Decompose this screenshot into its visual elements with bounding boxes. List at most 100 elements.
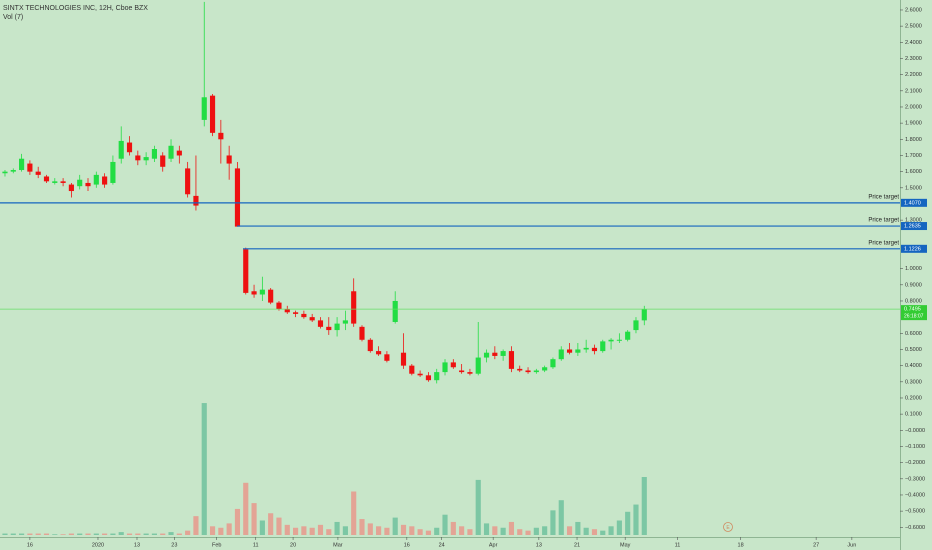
x-tick-label: 21 bbox=[574, 542, 580, 548]
candle-body bbox=[367, 339, 373, 352]
volume-bar bbox=[600, 530, 606, 535]
candle-body bbox=[93, 174, 99, 185]
candle-body bbox=[292, 312, 299, 314]
y-tick-label: 1.7000 bbox=[905, 153, 922, 159]
volume-bar bbox=[442, 514, 448, 535]
volume-bar bbox=[85, 533, 91, 535]
candle-body bbox=[2, 171, 8, 174]
volume-bar bbox=[550, 510, 556, 535]
y-tick-label: 0.2000 bbox=[905, 395, 922, 401]
price-target-value: 1.2635 bbox=[904, 223, 921, 229]
x-tick-label: Mar bbox=[333, 542, 343, 548]
volume-bar bbox=[334, 521, 340, 535]
y-tick-label: 2.3000 bbox=[905, 56, 922, 62]
volume-bar bbox=[292, 527, 299, 535]
candle-body bbox=[600, 341, 606, 352]
volume-bar bbox=[467, 529, 473, 535]
candle-body bbox=[176, 150, 182, 156]
volume-bar bbox=[508, 521, 515, 535]
y-tick-label: 0.3000 bbox=[905, 379, 922, 385]
candle-body bbox=[342, 320, 348, 324]
candle-body bbox=[566, 349, 573, 353]
y-tick-label: 1.8000 bbox=[905, 137, 922, 143]
candle-body bbox=[608, 339, 614, 342]
candle-body bbox=[151, 149, 158, 159]
candle-body bbox=[251, 291, 257, 295]
y-tick-label: 1.3000 bbox=[905, 218, 922, 224]
countdown: 26:18:07 bbox=[904, 313, 924, 319]
volume-bar bbox=[517, 529, 523, 535]
y-tick-label: 0.1000 bbox=[905, 412, 922, 418]
candle-body bbox=[542, 367, 548, 371]
candle-body bbox=[533, 370, 539, 373]
volume-bar bbox=[284, 524, 290, 535]
volume-bar bbox=[583, 527, 589, 535]
y-tick-label: −0.3000 bbox=[905, 476, 925, 482]
volume-bar bbox=[384, 527, 390, 535]
volume-bar bbox=[268, 513, 274, 535]
candle-body bbox=[135, 155, 141, 161]
volume-bar bbox=[193, 516, 199, 535]
y-tick-label: −0.0000 bbox=[905, 428, 925, 434]
candle-body bbox=[185, 168, 191, 195]
candle-body bbox=[384, 354, 390, 361]
volume-bar bbox=[226, 523, 232, 535]
candle-body bbox=[616, 339, 622, 341]
volume-bar bbox=[317, 524, 324, 535]
y-tick-label: 2.0000 bbox=[905, 104, 922, 110]
volume-bar bbox=[209, 526, 216, 535]
candle-body bbox=[492, 352, 498, 356]
volume-bar bbox=[400, 524, 407, 535]
candle-body bbox=[102, 176, 108, 185]
candle-body bbox=[359, 326, 365, 340]
candle-body bbox=[334, 323, 340, 331]
x-tick-label: May bbox=[620, 542, 631, 548]
candle-body bbox=[27, 163, 33, 172]
y-tick-label: −0.6000 bbox=[905, 525, 925, 531]
earnings-marker-icon bbox=[723, 522, 733, 532]
candle-body bbox=[434, 372, 440, 381]
candle-body bbox=[201, 97, 207, 120]
volume-bar bbox=[118, 532, 124, 535]
volume-bar bbox=[126, 533, 133, 535]
candle-body bbox=[326, 326, 332, 331]
volume-bar bbox=[2, 533, 8, 535]
candle-body bbox=[35, 171, 41, 175]
volume-bar bbox=[35, 533, 41, 535]
candle-body bbox=[52, 181, 58, 183]
volume-bar bbox=[492, 526, 498, 535]
x-tick-label: 11 bbox=[675, 542, 681, 548]
volume-bar bbox=[185, 530, 191, 535]
y-tick-label: 0.4000 bbox=[905, 363, 922, 369]
volume-bar bbox=[367, 523, 373, 535]
candle-body bbox=[193, 195, 199, 206]
volume-bar bbox=[201, 403, 207, 535]
volume-bar bbox=[176, 533, 182, 535]
price-target-value: 1.4070 bbox=[904, 200, 921, 206]
volume-bar bbox=[143, 533, 149, 535]
candle-body bbox=[500, 351, 506, 356]
volume-bar bbox=[459, 526, 465, 535]
candle-body bbox=[633, 320, 639, 331]
volume-bar bbox=[93, 533, 99, 535]
candle-body bbox=[483, 352, 490, 358]
volume-bar bbox=[351, 491, 357, 535]
y-tick-label: 0.8000 bbox=[905, 298, 922, 304]
volume-bar bbox=[251, 503, 257, 535]
y-tick-label: 0.5000 bbox=[905, 347, 922, 353]
candle-body bbox=[259, 289, 265, 295]
candle-body bbox=[392, 300, 398, 322]
y-tick-label: −0.4000 bbox=[905, 492, 925, 498]
x-tick-label: 23 bbox=[171, 542, 177, 548]
candle-body bbox=[317, 320, 324, 327]
candle-body bbox=[417, 373, 423, 376]
candle-body bbox=[459, 370, 465, 373]
volume-bar bbox=[243, 482, 249, 535]
candle-body bbox=[442, 362, 448, 373]
x-tick-label: 24 bbox=[439, 542, 445, 548]
y-tick-label: 2.2000 bbox=[905, 72, 922, 78]
candle-body bbox=[475, 357, 481, 374]
volume-bar bbox=[475, 479, 481, 535]
candle-body bbox=[243, 249, 249, 293]
y-tick-label: 1.0000 bbox=[905, 266, 922, 272]
